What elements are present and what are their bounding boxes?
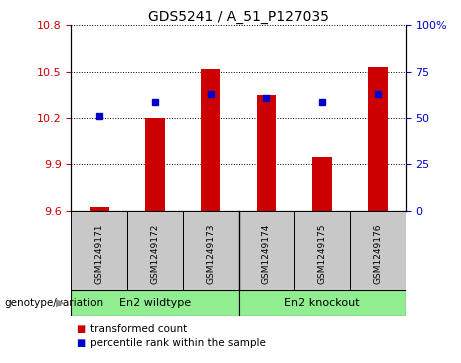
Bar <box>313 156 332 211</box>
Text: GSM1249171: GSM1249171 <box>95 224 104 284</box>
Bar <box>145 118 165 211</box>
Bar <box>238 211 294 290</box>
Text: GSM1249174: GSM1249174 <box>262 224 271 284</box>
Text: transformed count: transformed count <box>90 323 187 334</box>
Text: GSM1249173: GSM1249173 <box>206 224 215 284</box>
Bar <box>350 211 406 290</box>
Bar <box>89 207 109 211</box>
Title: GDS5241 / A_51_P127035: GDS5241 / A_51_P127035 <box>148 11 329 24</box>
Text: GSM1249175: GSM1249175 <box>318 224 327 284</box>
Bar <box>71 290 239 316</box>
Text: genotype/variation: genotype/variation <box>5 298 104 308</box>
Bar <box>183 211 238 290</box>
Text: percentile rank within the sample: percentile rank within the sample <box>90 338 266 348</box>
Bar <box>368 67 388 211</box>
Bar <box>127 211 183 290</box>
Bar <box>294 211 350 290</box>
Text: ■: ■ <box>76 338 85 348</box>
Text: ■: ■ <box>76 323 85 334</box>
Bar <box>238 290 406 316</box>
Text: En2 wildtype: En2 wildtype <box>119 298 191 308</box>
Text: GSM1249172: GSM1249172 <box>150 224 160 284</box>
Bar <box>71 211 127 290</box>
Text: GSM1249176: GSM1249176 <box>373 224 382 284</box>
Bar <box>257 95 276 211</box>
Text: En2 knockout: En2 knockout <box>284 298 360 308</box>
Text: ▶: ▶ <box>56 298 65 308</box>
Bar <box>201 69 220 211</box>
